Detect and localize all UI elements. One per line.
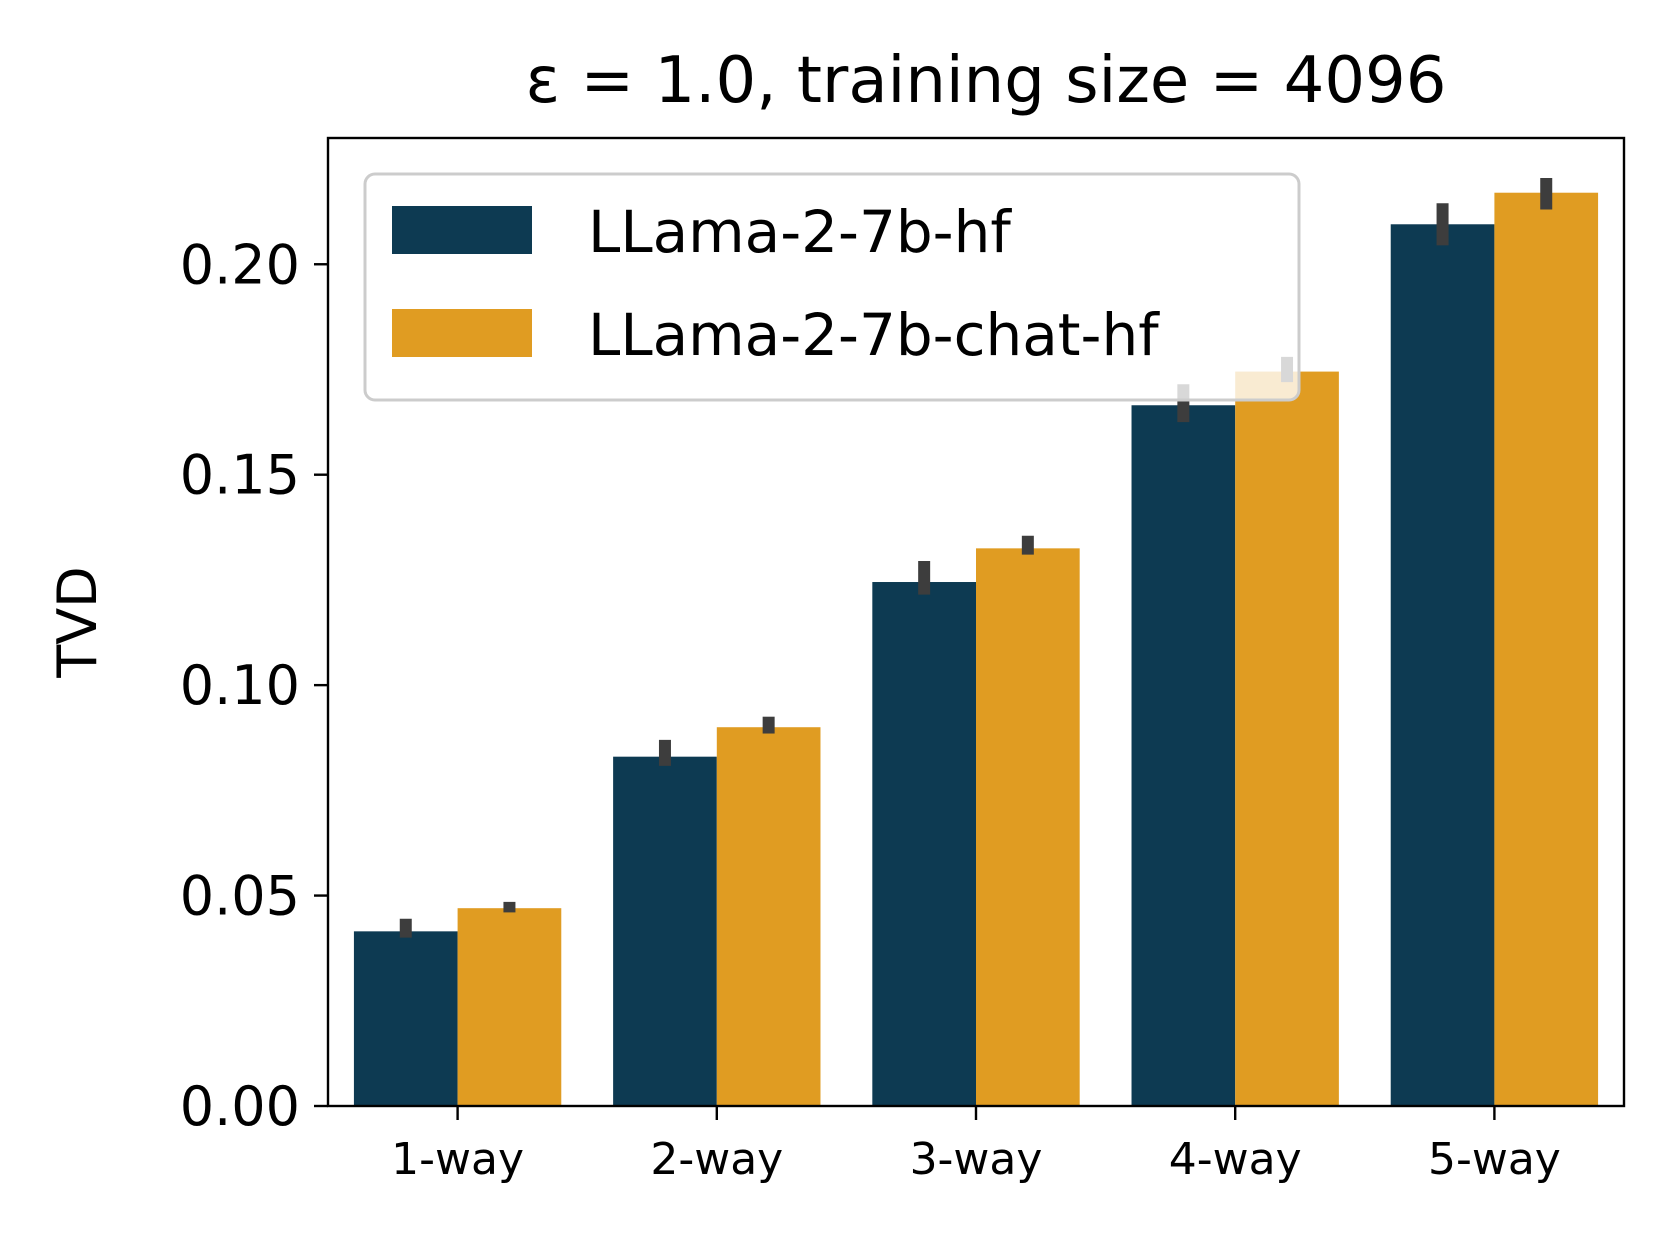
y-tick-label: 0.00	[180, 1075, 300, 1138]
legend-box	[363, 172, 1301, 402]
bar-llama-2-7b-hf-1-way	[353, 931, 458, 1106]
bars-layer	[353, 192, 1599, 1107]
x-tick-label: 1-way	[391, 1134, 524, 1185]
x-axis: 1-way 2-way 3-way 4-way 5-way	[391, 1106, 1561, 1185]
bar-llama-2-7b-chat-hf-5-way	[1494, 192, 1599, 1107]
y-tick-label: 0.20	[180, 233, 300, 296]
legend-label: LLama-2-7b-hf	[588, 198, 1012, 266]
legend-label: LLama-2-7b-chat-hf	[588, 301, 1160, 369]
x-tick-label: 5-way	[1428, 1134, 1561, 1185]
bar-llama-2-7b-hf-4-way	[1131, 405, 1236, 1106]
legend-swatch	[392, 309, 532, 357]
chart-title: ε = 1.0, training size = 4096	[526, 44, 1447, 118]
bar-llama-2-7b-chat-hf-3-way	[976, 548, 1080, 1106]
y-axis-label: TVD	[46, 566, 109, 679]
y-tick-label: 0.10	[180, 654, 300, 717]
x-tick-label: 2-way	[650, 1134, 783, 1185]
bar-llama-2-7b-hf-3-way	[872, 582, 976, 1106]
x-tick-label: 4-way	[1169, 1134, 1302, 1185]
y-tick-label: 0.05	[180, 865, 300, 928]
bar-llama-2-7b-chat-hf-2-way	[716, 727, 821, 1106]
bar-llama-2-7b-hf-5-way	[1390, 224, 1495, 1106]
y-tick-label: 0.15	[180, 444, 300, 507]
bar-llama-2-7b-chat-hf-1-way	[457, 908, 562, 1106]
bar-llama-2-7b-hf-2-way	[613, 756, 717, 1106]
y-axis: 0.00 0.05 0.10 0.15 0.20	[180, 233, 328, 1138]
legend: LLama-2-7b-hf LLama-2-7b-chat-hf	[363, 172, 1301, 402]
x-tick-label: 3-way	[910, 1134, 1043, 1185]
bar-llama-2-7b-chat-hf-4-way	[1235, 371, 1339, 1106]
legend-swatch	[392, 206, 532, 254]
